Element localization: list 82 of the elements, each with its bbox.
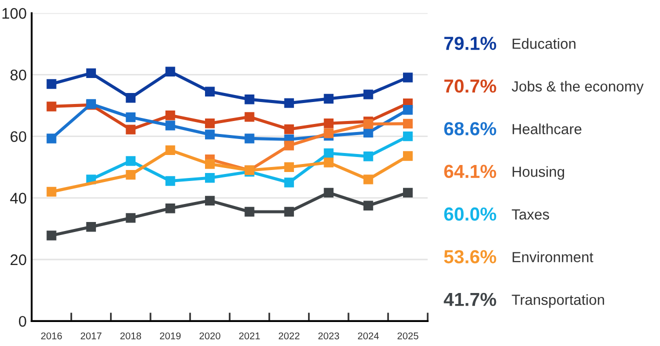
point	[126, 213, 136, 223]
point	[324, 118, 334, 128]
point	[126, 156, 136, 166]
y-tick-label: 60	[10, 131, 26, 142]
point	[363, 200, 374, 210]
point	[126, 170, 136, 180]
point	[324, 158, 334, 168]
x-tick-label: 2025	[398, 332, 418, 340]
point	[126, 124, 136, 134]
point	[205, 196, 215, 206]
point	[403, 118, 413, 129]
point	[284, 124, 294, 134]
x-tick-label: 2020	[200, 332, 220, 340]
text: 60.0%	[444, 207, 496, 221]
point	[403, 72, 413, 82]
y-tick-label: 20	[10, 254, 26, 266]
point	[284, 206, 294, 217]
point	[284, 162, 294, 172]
text: Healthcare	[512, 124, 582, 134]
text: Environment	[512, 252, 594, 262]
point	[284, 140, 294, 150]
point	[165, 176, 176, 186]
x-tick-label: 2022	[278, 332, 300, 340]
point	[324, 188, 334, 198]
point	[403, 151, 413, 161]
text: Education	[512, 38, 576, 49]
point	[46, 134, 56, 144]
text: 64.1%	[444, 164, 496, 178]
point	[205, 130, 215, 140]
point	[86, 68, 96, 78]
point	[205, 159, 215, 169]
point	[284, 178, 294, 188]
point	[284, 98, 294, 108]
point	[244, 134, 254, 144]
y-tick-label: 40	[10, 192, 26, 204]
point	[46, 230, 56, 240]
text: 70.7%	[444, 79, 496, 93]
text: 68.6%	[444, 122, 496, 136]
text: Taxes	[512, 209, 550, 220]
point	[165, 66, 176, 77]
point	[403, 104, 413, 115]
x-tick-label: 2021	[239, 332, 260, 340]
point	[363, 119, 374, 129]
point	[363, 174, 374, 184]
point	[244, 206, 254, 217]
text: Jobs & the economy	[512, 80, 644, 94]
point	[324, 94, 334, 104]
y-tick-label: 0	[18, 316, 26, 327]
point	[46, 102, 56, 112]
text: 79.1%	[444, 36, 496, 50]
text: 53.6%	[444, 250, 496, 264]
point	[403, 131, 413, 142]
x-tick-label: 2019	[160, 332, 181, 340]
y-tick-label: 80	[10, 70, 26, 80]
point	[403, 188, 413, 198]
point	[244, 112, 254, 122]
point	[86, 222, 96, 232]
point	[205, 118, 215, 128]
point	[165, 110, 176, 120]
point	[46, 186, 56, 197]
point	[165, 204, 176, 214]
text: 41.7%	[444, 292, 496, 306]
point	[324, 128, 334, 138]
x-tick-label: 2016	[41, 332, 62, 340]
point	[363, 90, 374, 100]
point	[165, 120, 176, 130]
x-tick-label: 2024	[358, 332, 379, 340]
point	[46, 79, 56, 89]
text: Housing	[512, 166, 564, 180]
point	[126, 92, 136, 103]
point	[363, 151, 374, 162]
text: Transportation	[512, 294, 604, 308]
point	[244, 94, 254, 104]
x-tick-label: 2023	[318, 332, 340, 340]
point	[205, 86, 215, 97]
point	[126, 112, 136, 122]
y-tick-label: 100	[2, 8, 26, 19]
point	[205, 173, 215, 183]
x-tick-label: 2017	[80, 332, 102, 340]
point	[165, 145, 176, 156]
x-tick-label: 2018	[120, 332, 142, 340]
point	[324, 148, 334, 158]
